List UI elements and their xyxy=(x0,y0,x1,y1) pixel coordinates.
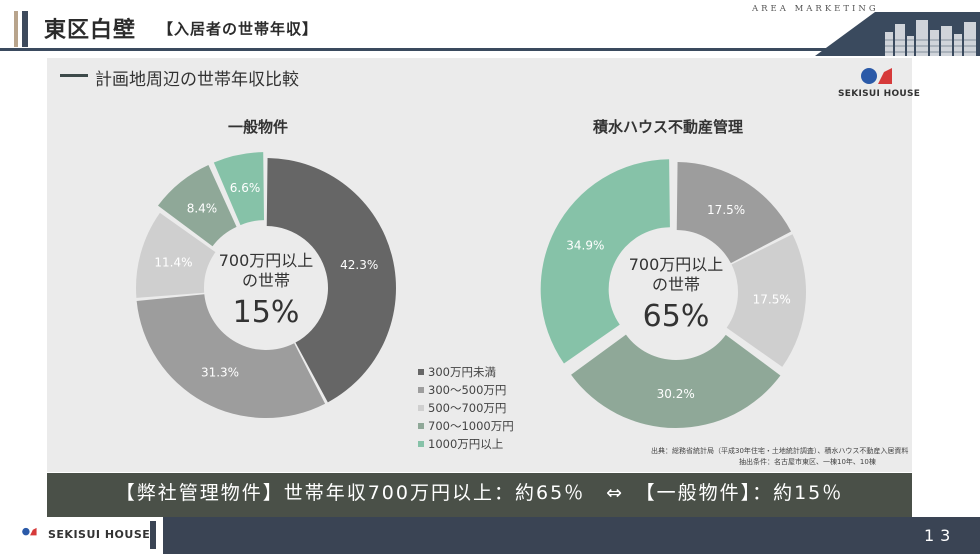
right-chart-title: 積水ハウス不動産管理 xyxy=(593,118,744,136)
donut-slice xyxy=(157,164,237,247)
section-bar xyxy=(60,74,88,77)
page-number: 13 xyxy=(924,526,957,545)
donut-slice xyxy=(213,152,265,226)
slice-label: 8.4% xyxy=(187,202,218,216)
donut-slice xyxy=(136,212,216,298)
legend-item: 700～1000万円 xyxy=(418,418,514,434)
section-title: 計画地周辺の世帯年収比較 xyxy=(95,70,299,90)
footer-logo-area xyxy=(0,517,160,554)
slice-label: 34.9% xyxy=(566,238,604,252)
legend-label: 1000万円以上 xyxy=(428,437,504,451)
donut-slice xyxy=(726,234,806,367)
legend-swatch xyxy=(418,369,424,375)
center-label: 700万円以上 xyxy=(219,251,314,270)
legend-item: 300～500万円 xyxy=(418,382,506,398)
slice-label: 17.5% xyxy=(707,203,745,217)
donut-slice xyxy=(266,158,396,403)
legend-label: 500～700万円 xyxy=(428,401,507,415)
legend-swatch xyxy=(418,405,424,411)
donut-slice xyxy=(676,162,792,264)
center-label: の世帯 xyxy=(652,275,700,294)
city-skyline-graphic xyxy=(815,12,980,56)
legend-label: 300万円未満 xyxy=(428,365,496,379)
donut-slice xyxy=(136,294,326,418)
source-note-line2: 抽出条件：名古屋市東区、一棟10年、10棟 xyxy=(739,458,876,466)
left-chart-title: 一般物件 xyxy=(228,118,289,136)
legend-swatch xyxy=(418,423,424,429)
legend-swatch xyxy=(418,387,424,393)
brand-logo-text: SEKISUI HOUSE xyxy=(838,89,921,99)
page-title: 東区白壁 xyxy=(44,18,137,43)
footer-bar xyxy=(163,517,980,554)
center-label: の世帯 xyxy=(242,271,290,290)
header-accent-bar xyxy=(14,11,18,47)
donut-slice xyxy=(540,159,670,364)
footer-brand-text: SEKISUI HOUSE xyxy=(48,528,151,541)
legend-label: 300～500万円 xyxy=(428,383,507,397)
center-value: 15% xyxy=(233,295,300,330)
slice-label: 31.3% xyxy=(201,365,239,379)
header-accent-bar-dark xyxy=(22,11,28,47)
summary-band xyxy=(47,473,912,517)
slice-label: 17.5% xyxy=(753,292,791,306)
legend-item: 1000万円以上 xyxy=(418,436,503,452)
page-subtitle: 【入居者の世帯年収】 xyxy=(158,20,319,38)
legend-swatch xyxy=(418,441,424,447)
header-rule xyxy=(0,48,840,51)
center-value: 65% xyxy=(643,299,710,334)
slice-label: 11.4% xyxy=(154,255,192,269)
legend-item: 300万円未満 xyxy=(418,364,496,380)
center-label: 700万円以上 xyxy=(629,255,724,274)
legend-label: 700～1000万円 xyxy=(428,419,514,433)
slice-label: 30.2% xyxy=(657,387,695,401)
sekisui-house-logo-icon xyxy=(861,68,892,84)
slice-label: 6.6% xyxy=(230,181,261,195)
footer-logo-icon xyxy=(22,527,37,536)
source-note-line1: 出典：総務省統計局（平成30年住宅・土地統計調査）、積水ハウス不動産入居資料 xyxy=(651,447,909,455)
summary-text: 【弊社管理物件】世帯年収700万円以上：約65％ ⇔ 【一般物件】：約15％ xyxy=(115,482,844,504)
legend-item: 500～700万円 xyxy=(418,400,506,416)
footer-accent xyxy=(150,521,156,549)
area-marketing-tag: AREA MARKETING xyxy=(752,4,879,14)
slice-label: 42.3% xyxy=(340,258,378,272)
donut-slice xyxy=(571,334,781,428)
